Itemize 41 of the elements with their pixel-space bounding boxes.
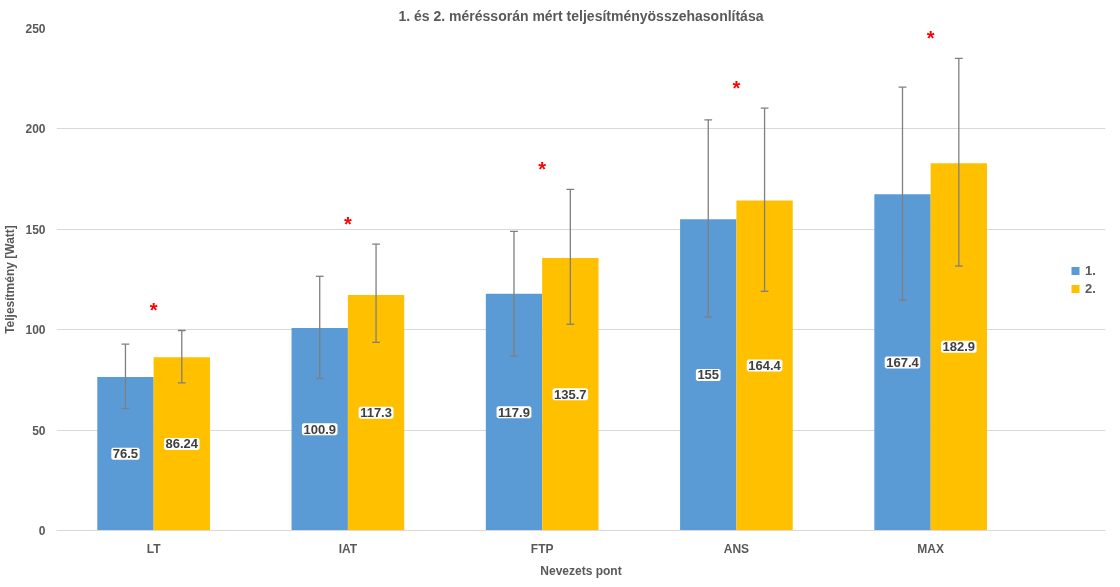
y-tick-label: 50	[32, 423, 46, 438]
x-tick-label: LT	[146, 541, 162, 556]
bar	[736, 200, 793, 531]
data-label: 76.5	[112, 446, 139, 462]
annotation: *	[344, 213, 352, 236]
bar	[680, 219, 737, 531]
data-label: 135.7	[554, 386, 587, 402]
y-tick-label: 150	[25, 222, 46, 237]
data-label: 155	[697, 367, 720, 383]
y-axis-title: Teljesítmény [Watt]	[3, 225, 18, 334]
annotation: *	[732, 77, 741, 100]
chart-title: 1. és 2. méréssorán mért teljesítményösszehasonlítása	[398, 7, 764, 24]
legend-label: 2.	[1085, 280, 1097, 296]
bar	[347, 294, 405, 531]
bar	[485, 293, 543, 531]
data-label: 164.4	[748, 357, 782, 373]
y-tick-label: 100	[25, 323, 46, 338]
bar	[291, 327, 348, 531]
annotation: *	[538, 158, 547, 181]
data-label: 182.9	[942, 339, 976, 355]
annotation: *	[149, 299, 158, 322]
bar	[874, 194, 931, 531]
x-axis-title: Nevezets pont	[540, 563, 622, 578]
bar	[930, 163, 987, 531]
y-tick-label: 0	[38, 524, 46, 538]
y-tick-label: 250	[25, 22, 46, 36]
bar	[153, 357, 210, 531]
x-tick-label: IAT	[338, 541, 358, 556]
data-label: 117.3	[360, 405, 392, 421]
legend-label: 1.	[1085, 262, 1097, 278]
data-label: 117.9	[498, 404, 530, 420]
data-label: 86.24	[165, 436, 199, 452]
bar	[97, 376, 154, 531]
bar	[542, 258, 599, 531]
x-tick-label: FTP	[530, 541, 554, 556]
data-label: 167.4	[886, 354, 920, 370]
annotation: *	[926, 27, 935, 50]
x-tick-label: MAX	[917, 541, 945, 556]
data-label: 100.9	[303, 421, 336, 437]
x-tick-label: ANS	[723, 541, 750, 556]
y-tick-label: 200	[25, 122, 46, 137]
